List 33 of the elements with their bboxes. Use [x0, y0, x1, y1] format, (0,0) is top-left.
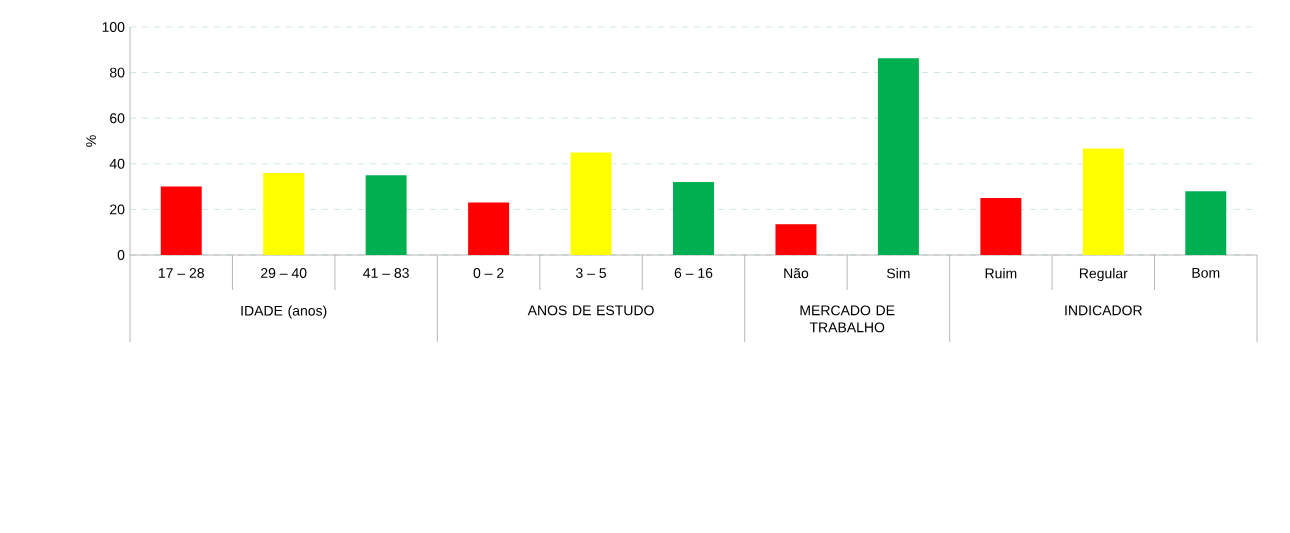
x-tick-label: 3 – 5	[576, 268, 607, 278]
y-tick-label: 60	[110, 113, 125, 124]
text: ANOS DE ESTUDO	[527, 305, 654, 316]
bar	[365, 175, 407, 255]
y-tick-label: 80	[109, 67, 125, 78]
x-tick-label: Não	[784, 268, 809, 279]
x-tick-label: Regular	[1079, 268, 1128, 282]
x-tick-label: Ruim	[985, 268, 1017, 279]
bar	[673, 182, 714, 255]
bar	[1082, 148, 1124, 255]
y-axis-title: %	[86, 135, 96, 147]
bar	[877, 58, 919, 255]
y-tick-label: 100	[102, 22, 125, 32]
y-tick-label: 0	[117, 250, 125, 260]
x-tick-label: Sim	[886, 268, 910, 279]
y-tick-label: 40	[109, 158, 125, 169]
x-tick-label: 0 – 2	[473, 268, 504, 278]
bar	[775, 224, 817, 255]
bar	[468, 202, 510, 255]
x-tick-label: 6 – 16	[674, 268, 713, 278]
y-tick-label: 20	[110, 204, 125, 215]
bar	[980, 197, 1022, 255]
x-tick-label: Bom	[1192, 268, 1220, 278]
text: IDADE (anos)	[241, 305, 327, 319]
bar	[263, 172, 305, 255]
text: MERCADO DE TRABALHO	[800, 305, 895, 333]
x-tick-label: 17 – 28	[158, 268, 204, 278]
bar	[160, 186, 202, 255]
bar	[1185, 191, 1227, 255]
x-tick-label: 29 – 40	[261, 268, 307, 278]
text: INDICADOR	[1065, 305, 1142, 316]
x-tick-label: 41 – 83	[363, 268, 409, 278]
bar	[570, 152, 612, 255]
